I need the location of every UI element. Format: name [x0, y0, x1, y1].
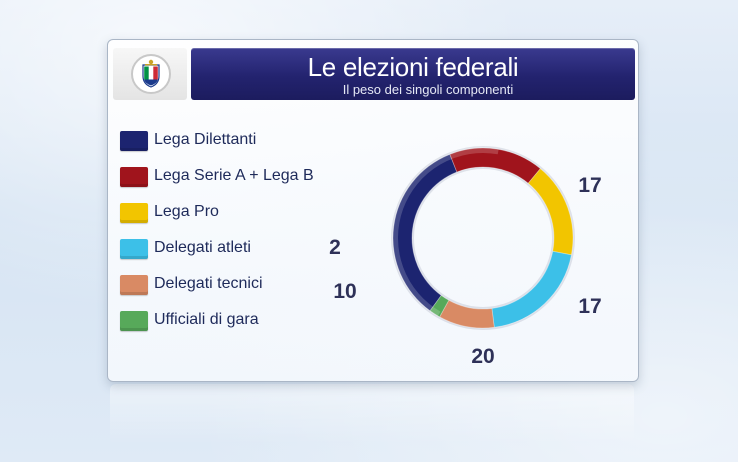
- legend-swatch: [120, 131, 148, 151]
- donut-slice-2: [527, 168, 574, 256]
- figc-crest-icon: [131, 54, 171, 94]
- legend-item-lega-dilettanti: Lega Dilettanti: [120, 130, 370, 152]
- value-label-1: 17: [578, 174, 601, 197]
- legend-swatch: [120, 275, 148, 295]
- donut-slice-5: [429, 294, 450, 318]
- legend-swatch: [120, 203, 148, 223]
- donut-gloss: [392, 147, 499, 317]
- panel-reflection: [110, 384, 634, 444]
- legend-label: Lega Dilettanti: [154, 131, 257, 148]
- donut-chart: 34171720102: [329, 146, 602, 368]
- chart-subtitle: Il peso dei singoli componenti: [342, 82, 514, 97]
- value-label-5: 2: [329, 236, 341, 259]
- value-label-3: 20: [471, 345, 494, 368]
- legend-item-lega-pro: Lega Pro: [120, 202, 370, 224]
- chart-title: Le elezioni federali: [307, 52, 519, 82]
- donut-slice-0: [392, 153, 458, 312]
- logo-box: [113, 48, 187, 100]
- value-label-4: 10: [333, 280, 356, 303]
- legend-swatch: [120, 167, 148, 187]
- infographic-panel: Le elezioni federali Il peso dei singoli…: [107, 39, 639, 382]
- legend-swatch: [120, 239, 148, 259]
- legend-item-lega-serie-a-b: Lega Serie A + Lega B: [120, 166, 370, 188]
- legend-label: Delegati tecnici: [154, 275, 263, 292]
- legend-label: Lega Pro: [154, 203, 219, 220]
- legend-swatch: [120, 311, 148, 331]
- title-bar: Le elezioni federali Il peso dei singoli…: [191, 48, 635, 100]
- legend-item-ufficiali-di-gara: Ufficiali di gara: [120, 310, 370, 332]
- donut-slice-3: [491, 250, 572, 328]
- header: Le elezioni federali Il peso dei singoli…: [111, 44, 635, 100]
- figc-crest-graphic: [142, 59, 160, 88]
- legend-label: Delegati atleti: [154, 239, 251, 256]
- legend-item-delegati-atleti: Delegati atleti: [120, 238, 370, 260]
- value-label-2: 17: [578, 295, 601, 318]
- donut-slice-4: [439, 299, 495, 329]
- legend-label: Lega Serie A + Lega B: [154, 167, 314, 184]
- legend-item-delegati-tecnici: Delegati tecnici: [120, 274, 370, 296]
- legend-label: Ufficiali di gara: [154, 311, 259, 328]
